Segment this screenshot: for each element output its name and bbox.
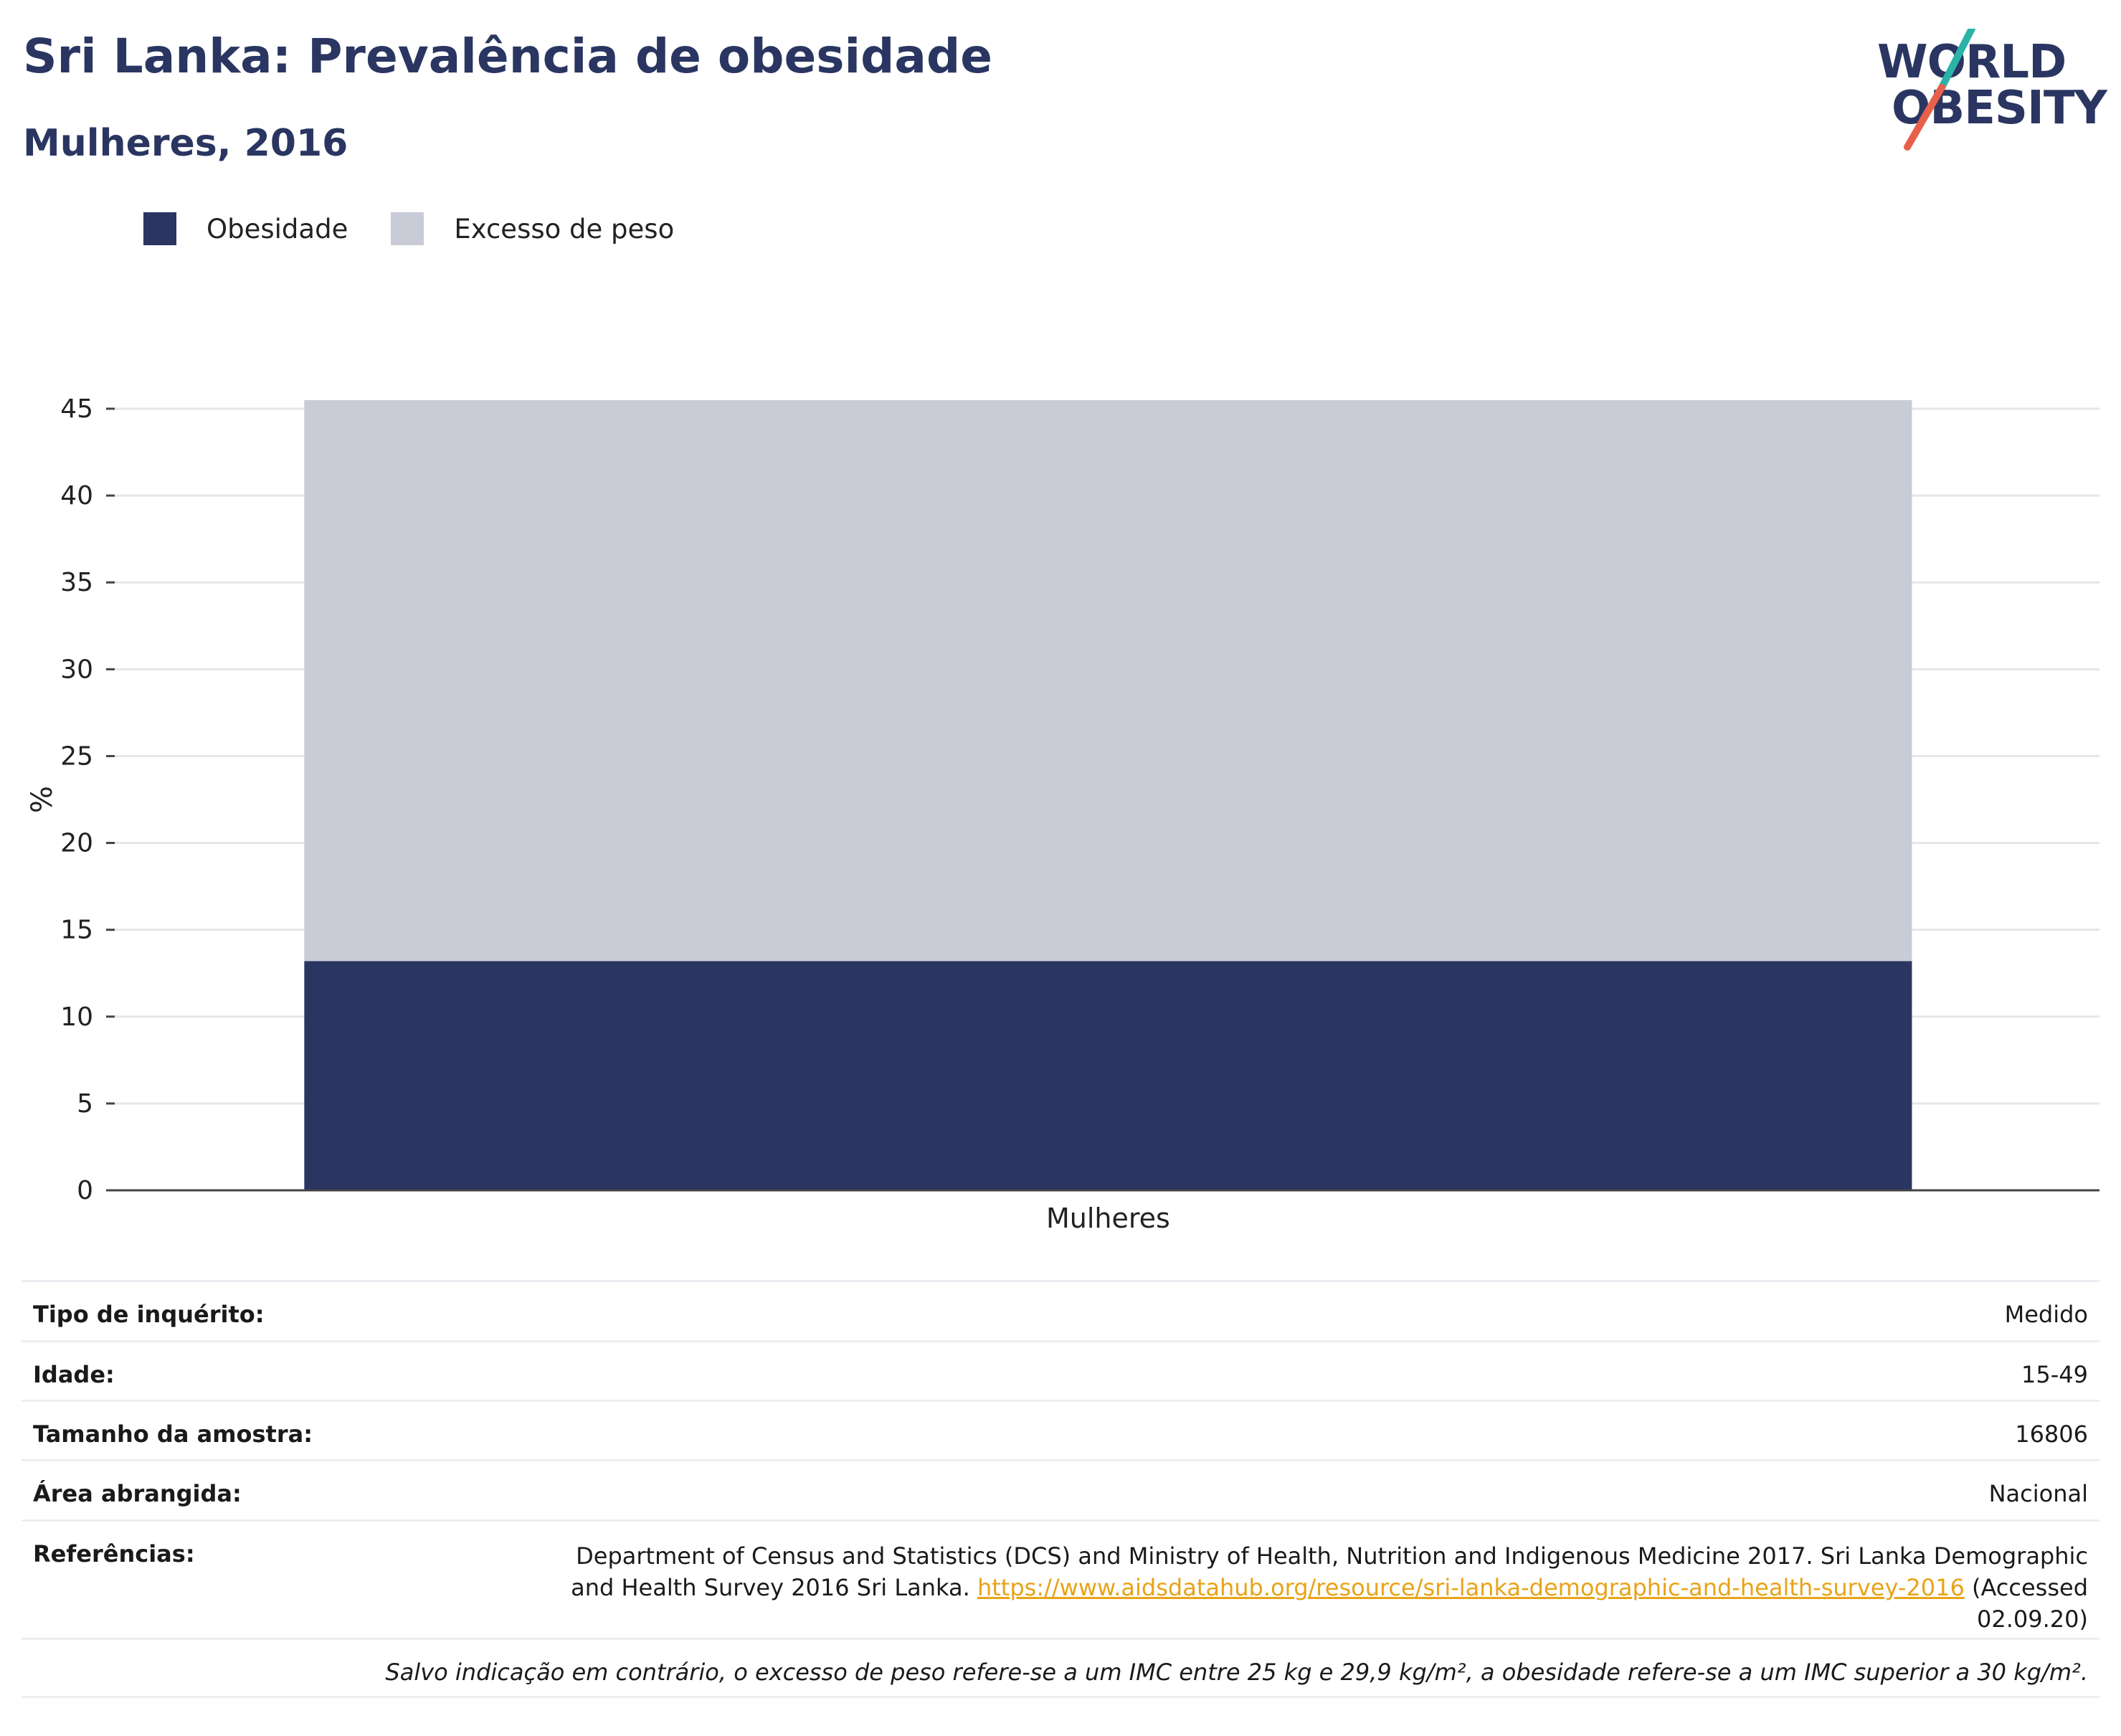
y-tick-label: 30 <box>60 655 93 684</box>
info-value: 15-49 <box>2021 1361 2088 1388</box>
bar-chart: 0 5 10 15 20 25 30 35 40 45% Mulheres <box>26 394 2099 1234</box>
legend-item-excesso-de-peso[interactable]: Excesso de peso <box>391 212 674 245</box>
bar-excesso-de-peso <box>304 399 1912 962</box>
logo-slash-icon <box>1904 29 1975 151</box>
y-tick-label: 5 <box>77 1089 93 1119</box>
y-tick-label: 15 <box>60 916 93 945</box>
chart-title: Sri Lanka: Prevalência de obesidade <box>23 29 992 84</box>
info-row-age: Idade: 15-49 <box>22 1340 2099 1400</box>
info-label: Área abrangida: <box>33 1480 242 1507</box>
y-tick-label: 25 <box>60 741 93 771</box>
legend-label-obesidade: Obesidade <box>207 213 348 245</box>
y-tick-label: 20 <box>60 829 93 858</box>
info-value: Medido <box>2004 1301 2088 1328</box>
y-tick-label: 40 <box>60 481 93 511</box>
info-label: Tamanho da amostra: <box>33 1420 313 1448</box>
info-row-survey-type: Tipo de inquérito: Medido <box>22 1280 2099 1340</box>
legend-swatch-excesso-de-peso <box>391 212 424 245</box>
x-tick-label: Mulheres <box>1046 1203 1170 1234</box>
footnote: Salvo indicação em contrário, o excesso … <box>385 1659 2088 1686</box>
y-tick-label: 35 <box>60 568 93 597</box>
legend: Obesidade Excesso de peso <box>143 212 717 245</box>
info-value: Nacional <box>1988 1480 2088 1507</box>
info-row-references: Referências: Department of Census and St… <box>22 1519 2099 1638</box>
world-obesity-logo: WORLD OBESITY <box>1871 29 2108 158</box>
info-label: Idade: <box>33 1361 115 1388</box>
info-label: Referências: <box>33 1540 195 1567</box>
y-tick-label: 0 <box>77 1176 93 1205</box>
info-table: Tipo de inquérito: Medido Idade: 15-49 T… <box>22 1280 2099 1698</box>
reference-text: Department of Census and Statistics (DCS… <box>568 1540 2088 1635</box>
chart-subtitle: Mulheres, 2016 <box>23 122 348 165</box>
reference-text-before: Department of Census and Statistics (DCS… <box>571 1542 2088 1601</box>
logo-line-1: WORLD <box>1877 36 2067 89</box>
legend-swatch-obesidade <box>143 212 176 245</box>
reference-text-after: (Accessed 02.09.20) <box>1964 1574 2088 1633</box>
bar-obesidade <box>304 961 1912 1190</box>
info-label: Tipo de inquérito: <box>33 1301 265 1328</box>
info-value: 16806 <box>2015 1420 2088 1448</box>
y-axis-label: % <box>26 786 59 813</box>
legend-item-obesidade[interactable]: Obesidade <box>143 212 348 245</box>
info-row-area: Área abrangida: Nacional <box>22 1459 2099 1519</box>
legend-label-excesso-de-peso: Excesso de peso <box>454 213 675 245</box>
reference-link[interactable]: https://www.aidsdatahub.org/resource/sri… <box>977 1574 1965 1601</box>
info-row-sample-size: Tamanho da amostra: 16806 <box>22 1400 2099 1459</box>
info-row-note: Salvo indicação em contrário, o excesso … <box>22 1638 2099 1698</box>
y-tick-label: 45 <box>60 394 93 424</box>
y-tick-label: 10 <box>60 1002 93 1032</box>
